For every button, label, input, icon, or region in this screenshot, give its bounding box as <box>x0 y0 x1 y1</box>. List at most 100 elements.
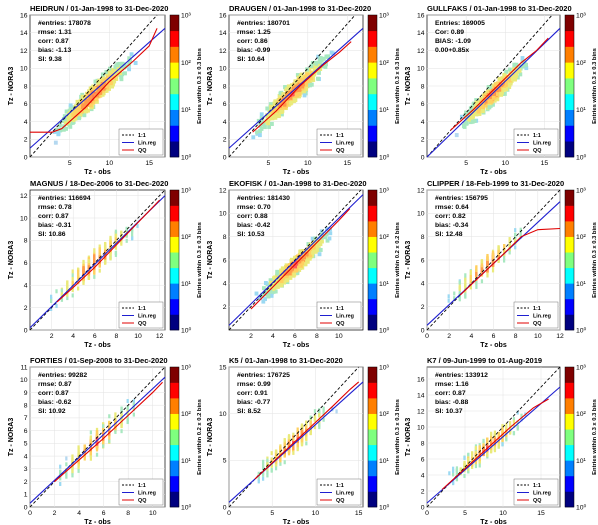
y-tick-label: 12 <box>219 48 227 55</box>
density-cell <box>499 92 503 97</box>
density-cell <box>107 66 112 71</box>
legend-label: Lin.reg <box>138 314 156 320</box>
density-cell <box>475 272 478 277</box>
stat-line: #entries: 178078 <box>38 20 91 27</box>
density-cell <box>296 443 299 448</box>
x-axis-label: Tz - obs <box>283 169 310 176</box>
density-cell <box>287 443 291 448</box>
density-cell <box>71 454 74 459</box>
one-to-one-line <box>29 14 158 158</box>
density-cell <box>467 457 470 462</box>
colorbar-tick-label: 10² <box>181 60 192 67</box>
x-axis-label: Tz - obs <box>480 519 507 525</box>
stat-line: 0.00+0.85x <box>435 47 469 54</box>
density-cell <box>482 438 485 443</box>
colorbar-segment <box>368 205 377 222</box>
colorbar-segment <box>565 298 574 315</box>
colorbar-label: Entries within 0.2 x 0.2 bins <box>395 222 401 298</box>
colorbar-frame <box>367 14 378 158</box>
stat-line: SI: 9.38 <box>38 56 62 63</box>
colorbar-segment <box>368 141 377 158</box>
density-cell <box>512 417 516 422</box>
density-cell <box>310 71 314 76</box>
stat-line: #entries: 116694 <box>38 195 91 202</box>
x-tick-label: 4 <box>71 333 75 340</box>
density-cell <box>292 432 295 437</box>
legend-label: QQ <box>533 148 541 154</box>
density-cell <box>470 119 475 124</box>
density-cell <box>504 87 509 92</box>
density-cell <box>309 423 312 428</box>
y-tick-label: 0 <box>24 154 28 161</box>
colorbar-segment <box>368 367 377 383</box>
y-tick-label: 6 <box>24 428 28 435</box>
density-cell <box>77 450 80 455</box>
density-cell <box>475 266 478 271</box>
panel-1: 5 10 15 0 2 4 6 8 10 12 14 16 Tz - obs Tz - NORA3 HEID… <box>8 4 203 176</box>
density-cell <box>289 95 293 100</box>
density-cell <box>84 109 89 114</box>
density-cell <box>513 77 517 82</box>
density-cell <box>281 276 285 281</box>
density-cell <box>105 73 110 78</box>
legend-label: Lin.reg <box>533 141 551 147</box>
y-tick-label: 2 <box>421 488 425 495</box>
colorbar-tick-label: 10² <box>181 234 192 241</box>
density-cell <box>120 241 123 246</box>
density-cell <box>263 281 268 286</box>
colorbar-segment <box>170 62 179 79</box>
density-cell <box>300 84 305 89</box>
density-cell <box>115 65 120 70</box>
density-cell <box>259 126 264 131</box>
density-cell <box>475 284 478 289</box>
density-cell <box>76 274 80 279</box>
density-cell <box>516 424 519 429</box>
linreg-line <box>228 381 364 503</box>
density-cell <box>514 62 519 67</box>
x-tick-label: 6 <box>93 333 97 340</box>
density-cell <box>469 271 472 276</box>
density-cell <box>251 135 256 140</box>
density-cell <box>323 64 328 69</box>
density-cell <box>501 434 504 439</box>
stat-line: rmse: 0.87 <box>38 381 72 388</box>
density-cell <box>59 469 62 474</box>
stat-line: rmse: 0.78 <box>38 204 72 211</box>
density-cell <box>493 435 497 440</box>
density-cell <box>326 227 331 232</box>
density-cell <box>491 102 495 107</box>
density-cell <box>59 471 62 476</box>
density-cell <box>520 56 525 61</box>
density-cell <box>132 399 135 404</box>
y-tick-label: 6 <box>223 101 227 108</box>
density-cell <box>474 446 478 451</box>
density-cell <box>512 62 517 67</box>
stat-line: rmse: 0.99 <box>237 381 271 388</box>
density-cell <box>119 77 124 82</box>
x-tick-label: 15 <box>343 160 351 167</box>
density-cell <box>313 249 318 254</box>
density-cell <box>505 426 508 431</box>
legend-label: QQ <box>533 498 541 504</box>
density-cell <box>292 446 295 451</box>
density-cell <box>109 235 112 240</box>
y-tick-label: 14 <box>417 30 425 37</box>
density-cell <box>298 73 303 79</box>
density-cell <box>277 114 281 119</box>
density-cell <box>130 229 134 234</box>
y-axis-label: Tz - NORA3 <box>405 418 412 457</box>
density-cell <box>93 267 96 272</box>
density-cell <box>266 456 269 461</box>
stat-line: bias: -0.34 <box>435 222 468 229</box>
density-cell <box>504 69 509 74</box>
colorbar-frame <box>564 14 575 158</box>
x-tick-label: 15 <box>537 510 545 517</box>
density-cell <box>495 97 500 102</box>
legend-label: QQ <box>138 498 146 504</box>
density-cell <box>301 82 305 87</box>
x-tick-label: 2 <box>249 333 253 340</box>
density-cell <box>472 118 477 124</box>
density-cell <box>296 447 299 452</box>
density-cell <box>302 93 307 98</box>
density-cell <box>89 439 93 444</box>
